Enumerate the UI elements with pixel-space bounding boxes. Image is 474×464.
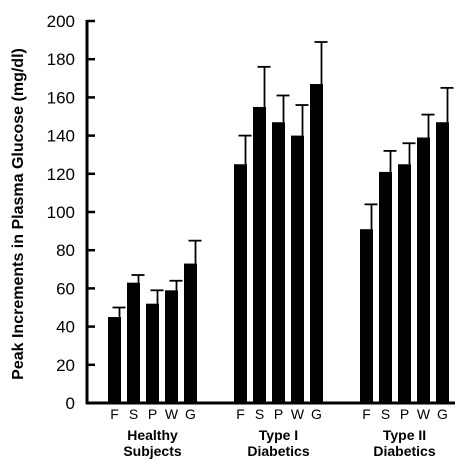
bar — [253, 106, 266, 403]
bar — [436, 122, 449, 403]
bars — [108, 41, 454, 403]
x-tick-label: S — [381, 406, 390, 422]
y-tick-label: 140 — [47, 127, 75, 146]
x-tick-label: S — [129, 406, 138, 422]
y-tick-label: 100 — [47, 203, 75, 222]
y-tick-label: 200 — [47, 12, 75, 31]
y-axis: 0 20 40 60 80 100 120 140 160 180 200 — [47, 12, 95, 413]
bar — [272, 122, 285, 403]
group-label: Healthy — [127, 427, 178, 443]
y-tick-label: 40 — [56, 318, 75, 337]
bar — [291, 135, 304, 403]
y-tick-label: 120 — [47, 165, 75, 184]
y-tick-label: 60 — [56, 279, 75, 298]
group-label: Diabetics — [373, 443, 435, 459]
group-label: Subjects — [123, 443, 182, 459]
bar — [108, 317, 121, 403]
x-tick-label: F — [362, 406, 371, 422]
y-tick-label: 180 — [47, 50, 75, 69]
y-tick-label: 0 — [66, 394, 75, 413]
y-tick-label: 20 — [56, 356, 75, 375]
x-tick-label: G — [437, 406, 448, 422]
bar — [184, 263, 197, 403]
x-tick-label: W — [165, 406, 179, 422]
x-tick-label: G — [185, 406, 196, 422]
x-tick-label: F — [236, 406, 245, 422]
x-tick-label: G — [311, 406, 322, 422]
x-tick-label: P — [148, 406, 157, 422]
y-tick-label: 160 — [47, 88, 75, 107]
bar — [379, 171, 392, 403]
bar — [234, 164, 247, 403]
y-tick-label: 80 — [56, 241, 75, 260]
bar — [417, 137, 430, 403]
x-tick-label: P — [274, 406, 283, 422]
bar — [398, 164, 411, 403]
bar — [310, 84, 323, 403]
bar — [360, 229, 373, 403]
bar — [165, 290, 178, 403]
group-label: Type II — [383, 427, 426, 443]
bar — [146, 303, 159, 403]
x-tick-label: P — [400, 406, 409, 422]
group-label: Type I — [259, 427, 298, 443]
x-tick-label: S — [255, 406, 264, 422]
y-axis-label: Peak Increments in Plasma Glucose (mg/dl… — [10, 48, 27, 380]
x-tick-label: W — [291, 406, 305, 422]
x-tick-label: F — [110, 406, 119, 422]
x-tick-label: W — [417, 406, 431, 422]
group-label: Diabetics — [247, 443, 309, 459]
bar — [127, 282, 140, 403]
